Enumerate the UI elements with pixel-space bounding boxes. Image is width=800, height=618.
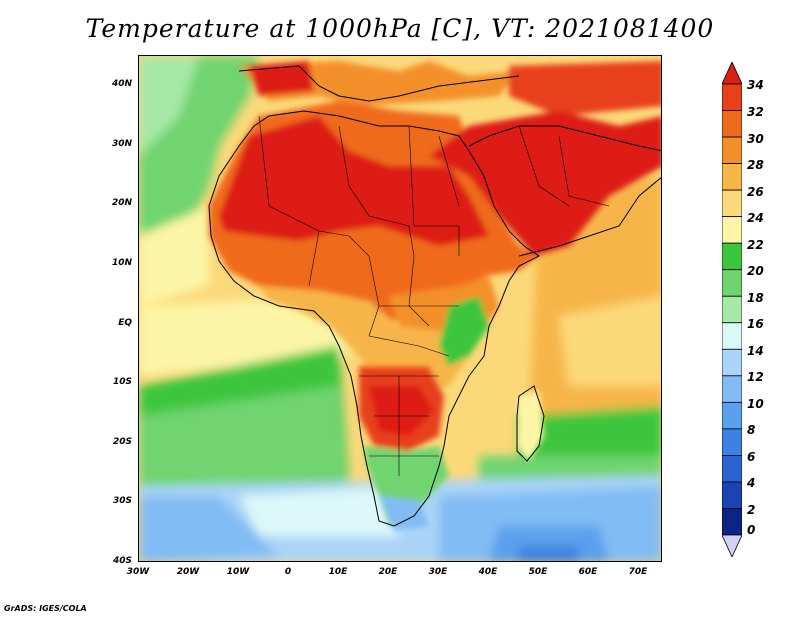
colorbar-label: 8	[747, 423, 756, 437]
colorbar-segment	[722, 322, 742, 350]
colorbar-segment	[722, 163, 742, 191]
colorbar-segment	[722, 83, 742, 111]
lon-label: 60E	[578, 567, 598, 577]
colorbar-segment	[722, 110, 742, 138]
lon-label: 30W	[126, 567, 150, 577]
lon-label: 10E	[328, 567, 348, 577]
colorbar-segment	[722, 295, 742, 324]
colorbar-segment	[722, 269, 742, 297]
colorbar-label: 30	[747, 132, 764, 146]
colorbar-label: 0	[747, 523, 756, 537]
lon-label: 70E	[628, 567, 648, 577]
colorbar-segment	[722, 401, 742, 430]
lon-label: 50E	[528, 567, 548, 577]
temperature-field	[139, 56, 661, 561]
colorbar-segment	[722, 242, 742, 271]
colorbar-segment	[722, 189, 742, 218]
lon-label: 30E	[428, 567, 448, 577]
colorbar-label: 22	[747, 238, 764, 252]
temperature-map	[138, 55, 662, 562]
colorbar-segment	[722, 216, 742, 244]
lat-label: 10N	[111, 258, 132, 268]
colorbar-label: 28	[747, 158, 764, 172]
lon-label: 40E	[478, 567, 498, 577]
colorbar-top-triangle	[722, 62, 742, 85]
colorbar-segment	[722, 455, 742, 483]
lon-label: 0	[284, 567, 292, 577]
colorbar-label: 12	[747, 370, 764, 384]
colorbar-label: 34	[747, 78, 764, 92]
lat-label: 20S	[112, 437, 132, 447]
colorbar-label: 2	[747, 503, 756, 517]
colorbar-label: 20	[747, 264, 764, 278]
colorbar-label: 10	[747, 397, 764, 411]
colorbar-segment	[722, 136, 742, 164]
colorbar-label: 6	[747, 450, 756, 464]
lat-label: 30N	[111, 139, 132, 149]
lat-label: 40N	[111, 79, 132, 89]
colorbar-label: 16	[747, 317, 764, 331]
colorbar-segment	[722, 481, 742, 509]
lon-label: 20W	[176, 567, 200, 577]
lat-label: 20N	[111, 198, 132, 208]
colorbar-label: 14	[747, 344, 764, 358]
map-title: Temperature at 1000hPa [C], VT: 20210814…	[85, 14, 715, 43]
lat-label: EQ	[118, 318, 132, 328]
lon-label: 10W	[226, 567, 250, 577]
colorbar-segment	[722, 348, 742, 377]
lat-label: 30S	[112, 496, 132, 506]
colorbar-label: 4	[747, 476, 756, 490]
colorbar-segment	[722, 375, 742, 403]
colorbar-segment	[722, 508, 742, 536]
lon-label: 20E	[378, 567, 398, 577]
credit-text: GrADS: IGES/COLA	[4, 604, 87, 613]
colorbar-segment	[722, 428, 742, 456]
colorbar-label: 18	[747, 291, 764, 305]
lat-label: 40S	[112, 556, 132, 566]
colorbar-bottom-triangle	[722, 534, 742, 557]
colorbar-label: 24	[747, 211, 764, 225]
lat-label: 10S	[112, 377, 132, 387]
colorbar-label: 26	[747, 185, 764, 199]
colorbar	[722, 62, 742, 557]
colorbar-label: 32	[747, 105, 764, 119]
